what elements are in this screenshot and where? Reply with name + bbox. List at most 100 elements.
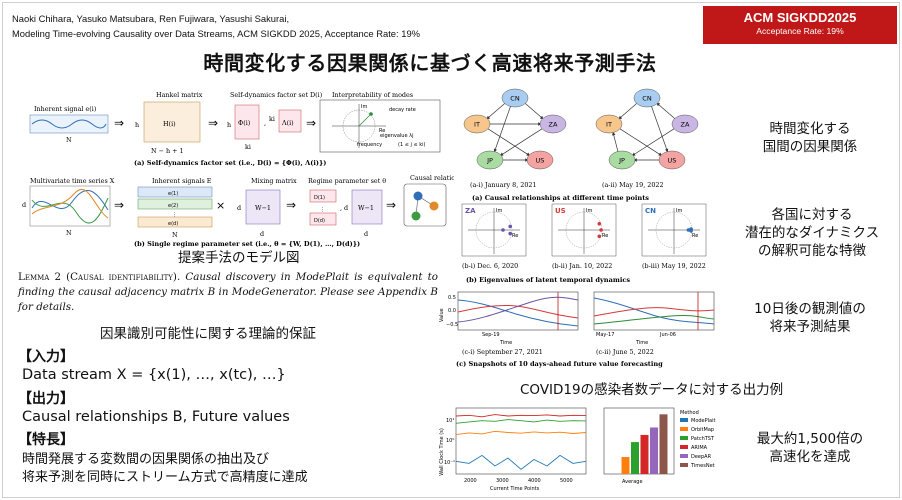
speed-legend-label: OrbitMap (691, 427, 714, 433)
feature-body-2: 将来予測を同時にストリーム方式で高精度に達成 (22, 470, 308, 485)
speed-y-3: 10⁻¹ (444, 460, 455, 466)
graph-node (671, 114, 699, 134)
eigen-panel-cap: (b-i) Dec. 6, 2020 (462, 262, 518, 270)
forecast-line-1b (457, 305, 579, 319)
forecast-xlabel-1: Time (499, 340, 512, 346)
eigen-point (508, 224, 512, 229)
graph-edge (499, 128, 543, 156)
forecast-line-2b (593, 307, 715, 317)
graph-may-2022: CN IT ZA JP US (595, 88, 699, 170)
fig-b-ellipsis2: ⋮ (320, 207, 325, 213)
fig-a-hankel-title: Hankel matrix (156, 91, 203, 99)
eigen-caption: (b) Eigenvalues of latent temporal dynam… (466, 276, 630, 284)
interp-decay: decay rate (389, 107, 416, 113)
graph-node-label: IT (606, 121, 612, 129)
forecast-line-1a (457, 299, 579, 327)
fig-a-ki: ki (245, 143, 251, 151)
graph-edge (618, 102, 638, 120)
output-head: 【出力】 (18, 391, 74, 407)
speed-legend-swatch (680, 445, 688, 449)
causal-node-1 (413, 191, 423, 201)
fig-b-d3: d (260, 230, 264, 238)
fig-b-causal: Causal relationship B (410, 174, 454, 182)
speed-bar (631, 442, 639, 474)
graph-edge (656, 102, 676, 120)
authors-line: Naoki Chihara, Yasuko Matsubara, Ren Fuj… (12, 13, 290, 24)
fig-a-comma: , (264, 119, 266, 127)
speed-bar (621, 457, 630, 474)
badge-title: ACM SIGKDD2025 (743, 10, 857, 25)
eigen-im: Im (496, 208, 502, 214)
eigen-panel-cap: (b-ii) Jan. 10, 2022 (552, 262, 612, 270)
guarantee-label: 因果識別可能性に関する理論的保証 (100, 326, 316, 342)
model-figure: Inherent signal e(i) N ⇒ Hankel matrix h… (22, 91, 454, 248)
causal-node-2 (429, 201, 439, 211)
graph-edge (486, 102, 506, 120)
forecast-t2b: Jun-06 (659, 332, 676, 338)
forecast-y-mid: 0.0 (448, 308, 456, 314)
speed-ylabel: Wall Clock Time (s) (439, 428, 445, 476)
fig-b-mixing: Mixing matrix (251, 177, 297, 185)
fig-a-h2: h (227, 121, 231, 129)
eigen-panel-cap: (b-iii) May 19, 2022 (642, 262, 706, 270)
graph-cap-i: (a-i) January 8, 2021 (470, 181, 537, 189)
eigen-point (501, 228, 505, 232)
feature-head: 【特長】 (18, 432, 74, 448)
lemma-text: Causal discovery in ModePlait is equival… (18, 271, 439, 313)
speed-series-line (455, 454, 587, 470)
ed-bar (137, 216, 213, 228)
lemma-block: Lemma 2 (Causal identifiability). Causal… (18, 270, 438, 315)
graph-node-label: IT (474, 121, 480, 129)
fig-b-n: N (66, 229, 72, 237)
eigen-point (689, 229, 693, 233)
conference-badge: ACM SIGKDD2025 Acceptance Rate: 19% (703, 6, 897, 44)
d1-box (309, 189, 337, 203)
forecast-xlabel-2: Time (635, 340, 648, 346)
speed-legend-swatch (680, 436, 688, 440)
graph-node-label: ZA (681, 121, 690, 129)
graph-node (539, 114, 567, 134)
speed-series-line (455, 414, 587, 418)
eigen-desc: 各国に対する 潜在的なダイナミクス の解釈可能な特徴 (744, 207, 880, 259)
speed-x-2: 3000 (496, 478, 509, 484)
speed-legend-label: PatchTST (691, 436, 715, 442)
speed-legend-swatch (680, 418, 688, 422)
fig-a-ki2: ki (269, 115, 275, 123)
graph-node (501, 88, 529, 108)
graph-node (595, 114, 623, 134)
graph-node (658, 150, 686, 170)
eigen-unit-circle (475, 211, 513, 249)
graph-edge (524, 102, 544, 120)
venue-line: Modeling Time-evolving Causality over Da… (12, 28, 420, 39)
fig-a-hankel-symbol: H(i) (163, 120, 176, 128)
dd-box (309, 212, 337, 226)
graph-edge (651, 106, 669, 153)
winv-box-2 (351, 189, 383, 225)
graph-edge (487, 128, 531, 156)
eigen-panel-label: US (555, 207, 566, 215)
arrow-4: ⇒ (114, 198, 124, 212)
fig-b-times: × (216, 199, 225, 212)
forecast-cap-i: (c-i) September 27, 2021 (462, 348, 543, 356)
graphs-desc: 時間変化する 国間の因果関係 (762, 121, 858, 155)
speed-legend-label: DeepAR (691, 454, 712, 460)
lambda-box (278, 109, 302, 133)
input-body: Data stream X = {x(1), …, x(tc), …} (22, 367, 286, 383)
feature-body-1: 時間発展する変数間の因果関係の抽出及び (22, 452, 270, 467)
eigen-point (686, 228, 691, 232)
speed-legend-swatch (680, 463, 688, 467)
hankel-box (143, 101, 201, 143)
fig-b-dd: D(d) (314, 218, 325, 224)
graph-edge (612, 131, 619, 152)
e1-bar (137, 186, 213, 198)
fig-b-e1: e(1) (168, 191, 178, 197)
arrow-2: ⇒ (208, 116, 218, 130)
header-authors: Naoki Chihara, Yasuko Matsubara, Ren Fuj… (12, 11, 420, 41)
speed-bar (640, 434, 649, 474)
speed-xlabel: Current Time Points (490, 486, 540, 492)
graph-node-label: JP (486, 157, 493, 165)
eigen-root: ZA Im Re (b-i) Dec. 6, 2020 US Im Re (b-ii) Jan… (461, 203, 707, 270)
eigen-panels: ZA Im Re (b-i) Dec. 6, 2020 US Im Re (b-ii) Jan… (461, 203, 707, 284)
eigen-point (597, 221, 602, 226)
interp-eigen-point (369, 112, 373, 116)
